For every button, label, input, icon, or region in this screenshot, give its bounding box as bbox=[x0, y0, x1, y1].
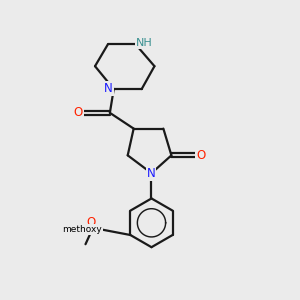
Text: O: O bbox=[196, 149, 205, 162]
Text: methoxy: methoxy bbox=[62, 225, 102, 234]
Text: NH: NH bbox=[136, 38, 152, 48]
Text: N: N bbox=[146, 167, 155, 180]
Text: O: O bbox=[74, 106, 83, 119]
Text: N: N bbox=[104, 82, 113, 95]
Text: O: O bbox=[87, 216, 96, 229]
